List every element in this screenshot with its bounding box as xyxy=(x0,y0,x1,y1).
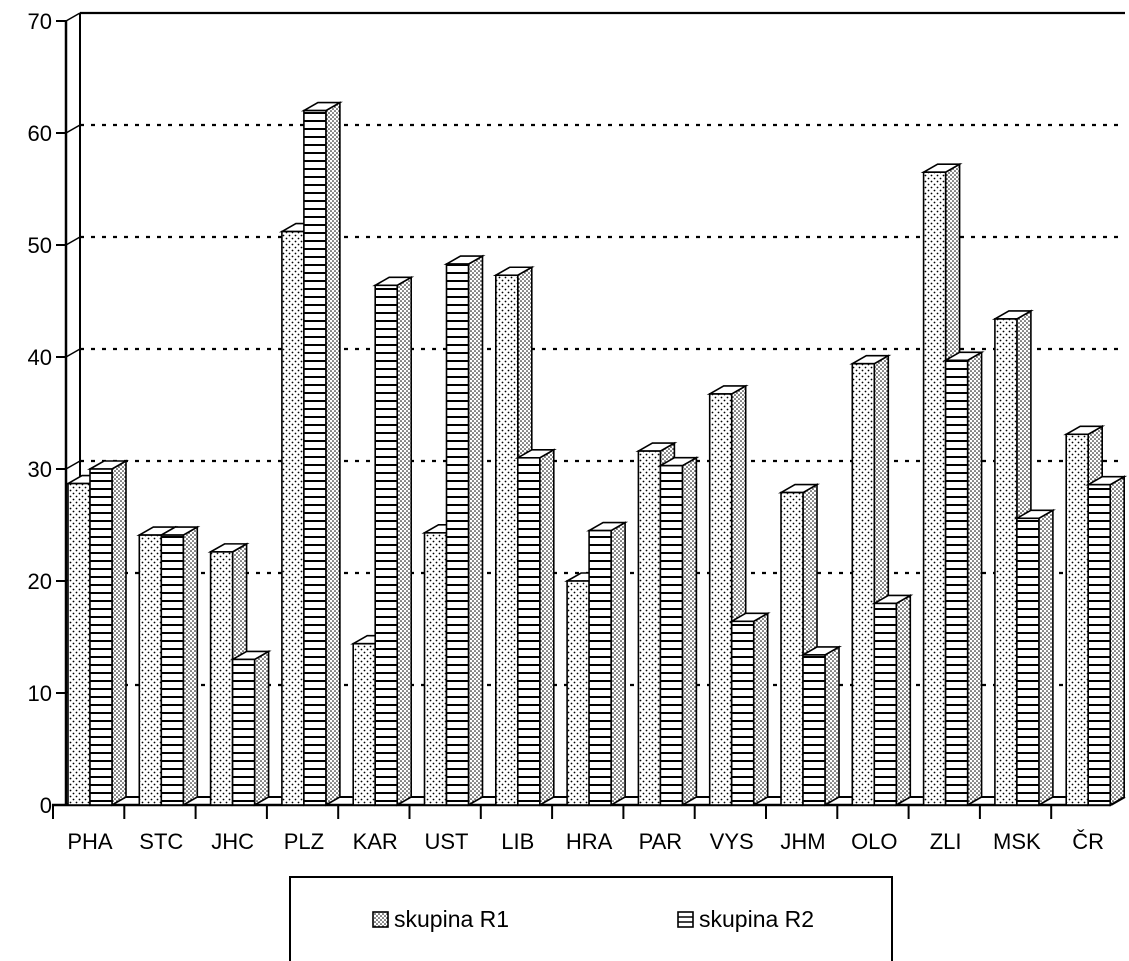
x-tick-label: UST xyxy=(425,829,469,854)
bar-ČR-skupina-R2 xyxy=(1085,475,1128,807)
gridline-wall-edge xyxy=(65,348,81,358)
bar-front-face xyxy=(160,534,185,806)
bar-JHC-skupina-R2 xyxy=(229,650,272,807)
bar-side-face xyxy=(966,350,983,807)
bar-side-face xyxy=(681,456,698,807)
bar-side-face xyxy=(895,594,912,807)
bar-HRA-skupina-R2 xyxy=(586,521,629,807)
y-tick-label: 60 xyxy=(28,121,52,146)
bar-side-face xyxy=(182,525,199,807)
bar-front-face xyxy=(730,620,755,806)
bar-PAR-skupina-R2 xyxy=(657,456,700,807)
legend-swatch-lines-icon xyxy=(677,911,694,928)
bar-front-face xyxy=(1087,483,1111,806)
x-tick-label: MSK xyxy=(993,829,1041,854)
bar-side-face xyxy=(752,611,769,807)
y-tick-label: 40 xyxy=(28,345,52,370)
bar-front-face xyxy=(423,532,448,806)
bar-front-face xyxy=(851,362,876,806)
x-tick-label: VYS xyxy=(710,829,754,854)
bar-front-face xyxy=(1016,517,1040,806)
legend-label-r2: skupina R2 xyxy=(699,906,815,932)
x-tick-label: STC xyxy=(139,829,183,854)
bar-front-face xyxy=(588,529,612,806)
y-tick-label: 50 xyxy=(28,233,52,258)
legend-item-r2: skupina R2 xyxy=(677,906,814,933)
legend-label-r1: skupina R1 xyxy=(394,906,510,932)
bar-MSK-skupina-R2 xyxy=(1013,508,1056,807)
bar-front-face xyxy=(944,359,969,806)
bar-JHM-skupina-R2 xyxy=(799,645,843,807)
bar-front-face xyxy=(873,602,898,806)
bar-front-face xyxy=(89,468,113,806)
legend: skupina R1 skupina R2 xyxy=(289,876,893,961)
bar-side-face xyxy=(396,275,413,807)
gridline-wall-edge xyxy=(65,460,81,470)
y-tick-label: 20 xyxy=(28,569,52,594)
bar-front-face xyxy=(780,491,804,806)
tick-labels: 0 10 20 30 40 50 60 70 PHA STC JHC PLZ KAR UST LIB HRA P… xyxy=(28,9,1105,854)
bar-ZLI-skupina-R2 xyxy=(942,350,985,807)
bar-front-face xyxy=(67,482,91,806)
legend-swatch-dots-icon xyxy=(372,911,389,928)
bar-LIB-skupina-R2 xyxy=(514,448,557,807)
bar-front-face xyxy=(352,642,377,806)
bar-side-face xyxy=(824,645,840,807)
bar-front-face xyxy=(566,580,590,806)
bar-front-face xyxy=(303,109,327,806)
bar-front-face xyxy=(659,464,684,806)
bar-front-face xyxy=(138,534,163,806)
bar-STC-skupina-R2 xyxy=(158,525,201,807)
gridline-wall-edge xyxy=(65,236,81,246)
bar-front-face xyxy=(445,263,470,806)
x-tick-label: PHA xyxy=(67,829,113,854)
x-tick-label: LIB xyxy=(501,829,534,854)
bar-front-face xyxy=(374,284,399,806)
bar-front-face xyxy=(516,456,541,806)
gridline-wall-edge xyxy=(65,124,81,134)
y-tick-label: 30 xyxy=(28,457,52,482)
x-tick-label: KAR xyxy=(353,829,398,854)
x-tick-label: PAR xyxy=(639,829,683,854)
bar-side-face xyxy=(538,448,555,807)
x-tick-label: OLO xyxy=(851,829,897,854)
bar-KAR-skupina-R2 xyxy=(372,275,415,807)
bar-PLZ-skupina-R2 xyxy=(300,101,343,807)
x-tick-label: JHM xyxy=(780,829,825,854)
bar-front-face xyxy=(802,654,826,806)
bar-side-face xyxy=(1109,475,1125,807)
bar-front-face xyxy=(708,393,733,806)
x-tick-label: JHC xyxy=(211,829,254,854)
y-tick-label: 10 xyxy=(28,681,52,706)
legend-item-r1: skupina R1 xyxy=(372,906,509,933)
gridline-wall-edge xyxy=(65,12,81,22)
x-tick-label: HRA xyxy=(566,829,613,854)
bar-front-face xyxy=(209,551,234,806)
bar-side-face xyxy=(325,101,341,807)
bar-front-face xyxy=(994,318,1018,806)
bar-VYS-skupina-R2 xyxy=(728,611,771,807)
bar-PHA-skupina-R2 xyxy=(86,459,130,807)
x-tick-label: ČR xyxy=(1072,829,1104,854)
bar-side-face xyxy=(1038,508,1054,807)
bar-front-face xyxy=(1065,433,1089,806)
bar-front-face xyxy=(637,450,662,806)
bars xyxy=(64,101,1128,807)
bar-side-face xyxy=(253,650,270,807)
bar-front-face xyxy=(281,230,305,806)
bar-front-face xyxy=(494,274,519,806)
bar-front-face xyxy=(231,658,256,806)
bar-side-face xyxy=(111,459,127,807)
bar-side-face xyxy=(610,521,626,807)
bar-OLO-skupina-R2 xyxy=(871,594,914,807)
bar-UST-skupina-R2 xyxy=(443,254,486,807)
bar-front-face xyxy=(922,171,947,806)
y-tick-label: 0 xyxy=(40,793,52,818)
x-tick-label: ZLI xyxy=(930,829,962,854)
bar-side-face xyxy=(467,254,484,807)
y-tick-label: 70 xyxy=(28,9,52,34)
x-tick-label: PLZ xyxy=(284,829,324,854)
